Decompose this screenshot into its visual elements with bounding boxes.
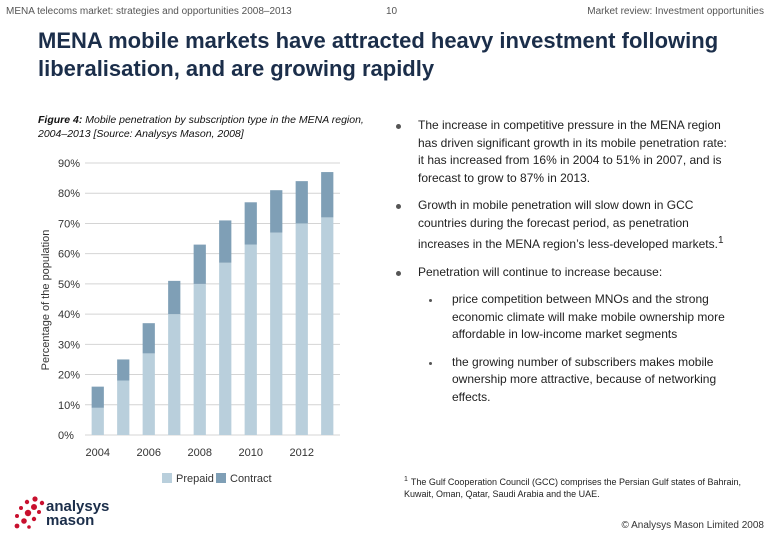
logo-line-2: mason bbox=[46, 512, 95, 529]
bar-contract-2008 bbox=[193, 244, 206, 284]
x-tick-label: 2008 bbox=[188, 447, 212, 459]
footnote-text: The Gulf Cooperation Council (GCC) compr… bbox=[404, 477, 742, 499]
logo-wordmark: analysys mason bbox=[46, 498, 110, 529]
bar-prepaid-2005 bbox=[117, 380, 130, 435]
legend-swatch-prepaid bbox=[162, 473, 172, 483]
y-axis-ticks: 0% 10% 20% 30% 40% 50% 60% 70% 80% 90% bbox=[58, 158, 80, 442]
footnote-reference: 1 bbox=[717, 235, 724, 246]
x-tick-label: 2012 bbox=[290, 447, 314, 459]
bar-contract-2006 bbox=[142, 323, 155, 354]
x-tick-label: 2006 bbox=[137, 447, 161, 459]
page-title: MENA mobile markets have attracted heavy… bbox=[38, 28, 719, 81]
analysys-mason-logo-icon bbox=[14, 496, 45, 529]
bar-contract-2011 bbox=[270, 190, 283, 233]
key-points: The increase in competitive pressure in … bbox=[392, 117, 727, 406]
bar-contract-2012 bbox=[295, 181, 308, 224]
sub-bullet-item: the growing number of subscribers makes … bbox=[392, 354, 727, 407]
bar-contract-2009 bbox=[219, 220, 232, 263]
bullet-text: Growth in mobile penetration will slow d… bbox=[418, 198, 718, 251]
sub-bullet-text: price competition between MNOs and the s… bbox=[452, 292, 725, 341]
figure-caption-text: Mobile penetration by subscription type … bbox=[38, 114, 364, 140]
bar-contract-2005 bbox=[117, 359, 130, 381]
y-tick-label: 50% bbox=[58, 279, 80, 291]
sub-bullet-dot-icon bbox=[429, 361, 432, 365]
x-tick-label: 2010 bbox=[239, 447, 263, 459]
y-tick-label: 10% bbox=[58, 400, 80, 412]
bar-prepaid-2011 bbox=[270, 232, 283, 435]
footnote-marker: 1 bbox=[404, 476, 408, 483]
y-tick-label: 90% bbox=[58, 158, 80, 170]
x-tick-label: 2004 bbox=[86, 447, 110, 459]
y-tick-label: 70% bbox=[58, 218, 80, 230]
chart-legend: Prepaid Contract bbox=[162, 473, 272, 485]
legend-label-prepaid: Prepaid bbox=[176, 473, 214, 485]
legend-swatch-contract bbox=[216, 473, 226, 483]
bar-prepaid-2010 bbox=[244, 244, 257, 435]
bullet-dot-icon bbox=[396, 124, 401, 129]
bar-prepaid-2008 bbox=[193, 283, 206, 435]
y-tick-label: 20% bbox=[58, 370, 80, 382]
y-tick-label: 80% bbox=[58, 188, 80, 200]
header-section-title: Market review: Investment opportunities bbox=[587, 6, 764, 17]
bullet-item: Growth in mobile penetration will slow d… bbox=[392, 197, 727, 254]
bullet-dot-icon bbox=[396, 270, 401, 276]
figure-caption-label: Figure 4: bbox=[38, 114, 83, 126]
bullet-text: Penetration will continue to increase be… bbox=[418, 264, 663, 279]
bar-contract-2013 bbox=[321, 172, 334, 218]
bullet-text: The increase in competitive pressure in … bbox=[418, 118, 727, 185]
bar-prepaid-2012 bbox=[295, 223, 308, 435]
bar-prepaid-2004 bbox=[91, 407, 104, 435]
copyright-notice: © Analysys Mason Limited 2008 bbox=[621, 520, 764, 531]
penetration-chart: 0%10%20%30%40%50%60%70%80%90% 2004 2006 20… bbox=[40, 158, 340, 485]
bullet-item: Penetration will continue to increase be… bbox=[392, 264, 727, 282]
footnote: 1 The Gulf Cooperation Council (GCC) comp… bbox=[404, 474, 744, 500]
x-axis-ticks: 2004 2006 2008 2010 2012 bbox=[86, 447, 314, 459]
y-axis-label: Percentage of the population bbox=[40, 230, 52, 371]
bar-prepaid-2007 bbox=[168, 314, 181, 435]
bullet-dot-icon bbox=[396, 204, 401, 209]
figure-caption: Figure 4: Mobile penetration by subscrip… bbox=[38, 113, 383, 141]
sub-bullet-item: price competition between MNOs and the s… bbox=[392, 291, 727, 344]
bullet-item: The increase in competitive pressure in … bbox=[392, 117, 727, 187]
bar-contract-2004 bbox=[91, 386, 104, 408]
bar-prepaid-2009 bbox=[219, 262, 232, 435]
chart-bars bbox=[91, 172, 334, 435]
header-page-number: 10 bbox=[386, 6, 398, 17]
y-tick-label: 0% bbox=[58, 430, 74, 442]
y-tick-label: 60% bbox=[58, 249, 80, 261]
bar-prepaid-2006 bbox=[142, 353, 155, 435]
logo-line-1: analysys bbox=[46, 498, 110, 515]
bar-prepaid-2013 bbox=[321, 217, 334, 435]
bar-contract-2007 bbox=[168, 280, 181, 315]
y-tick-label: 30% bbox=[58, 339, 80, 351]
sub-bullet-dot-icon bbox=[429, 299, 432, 302]
legend-label-contract: Contract bbox=[230, 473, 272, 485]
y-tick-label: 40% bbox=[58, 309, 80, 321]
bar-contract-2010 bbox=[244, 202, 257, 245]
sub-bullet-text: the growing number of subscribers makes … bbox=[452, 354, 717, 404]
header-document-title: MENA telecoms market: strategies and opp… bbox=[6, 6, 292, 17]
